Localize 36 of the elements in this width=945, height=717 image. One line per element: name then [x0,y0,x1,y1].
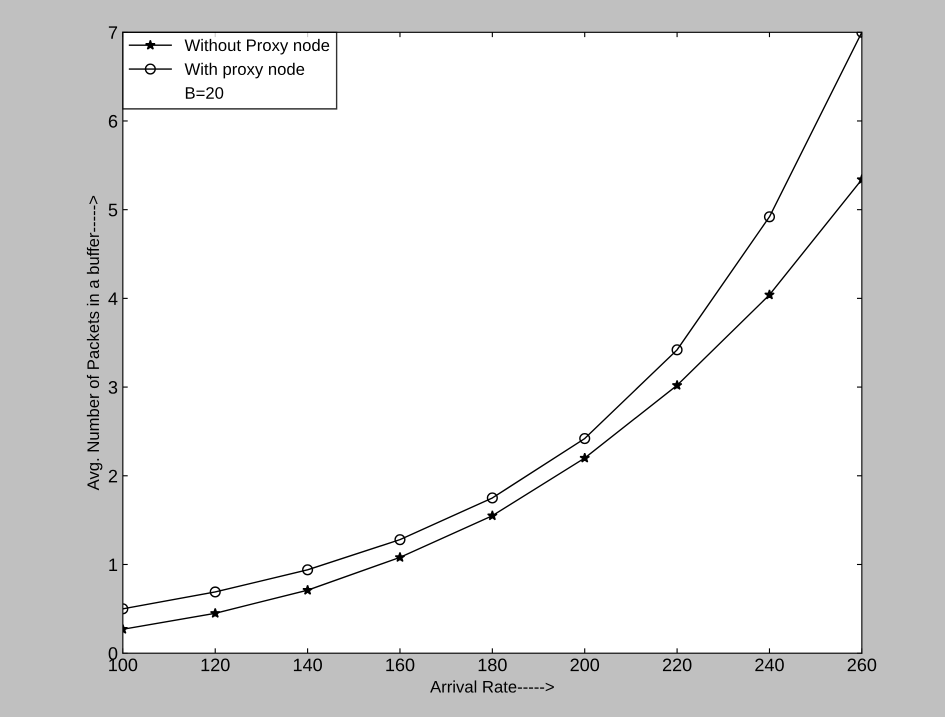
point [486,492,498,504]
x-tick-label: 100 [109,658,138,672]
y-tick-label: 2 [108,470,118,482]
point [210,608,221,618]
x-tick-label: 240 [755,658,784,672]
point [210,586,221,598]
x-tick-label: 260 [848,658,876,672]
y-tick-label: 6 [108,114,118,128]
y-tick-label: 3 [108,381,118,394]
annotation: B=20 [186,87,224,99]
point [579,452,590,463]
point [764,289,775,300]
y-tick-label: 0 [108,647,118,660]
point [302,584,313,595]
x-tick-label: 160 [386,658,414,672]
point [672,344,683,356]
x-tick-label: 220 [662,658,692,672]
point [579,432,590,444]
x-tick-label: 200 [570,658,600,672]
x-axis-title: Arrival Rate-----> [430,680,554,693]
x-tick-label: 140 [294,658,322,672]
y-tick-label: 1 [109,558,118,572]
y-tick-label: 7 [108,26,118,39]
point [394,534,406,546]
point [302,564,314,576]
point [394,552,406,562]
point [487,510,498,520]
y-tick-label: 4 [108,292,118,305]
legend-label: Without Proxy node [184,38,330,54]
x-tick-label: 120 [202,658,230,672]
y-axis-title: Avg. Number of Packets in a buffer-----> [86,196,102,490]
point [672,380,682,390]
x-tick-label: 180 [478,658,507,672]
y-tick-label: 5 [108,204,118,216]
point [764,211,776,222]
legend-label: With proxy node [184,62,304,78]
